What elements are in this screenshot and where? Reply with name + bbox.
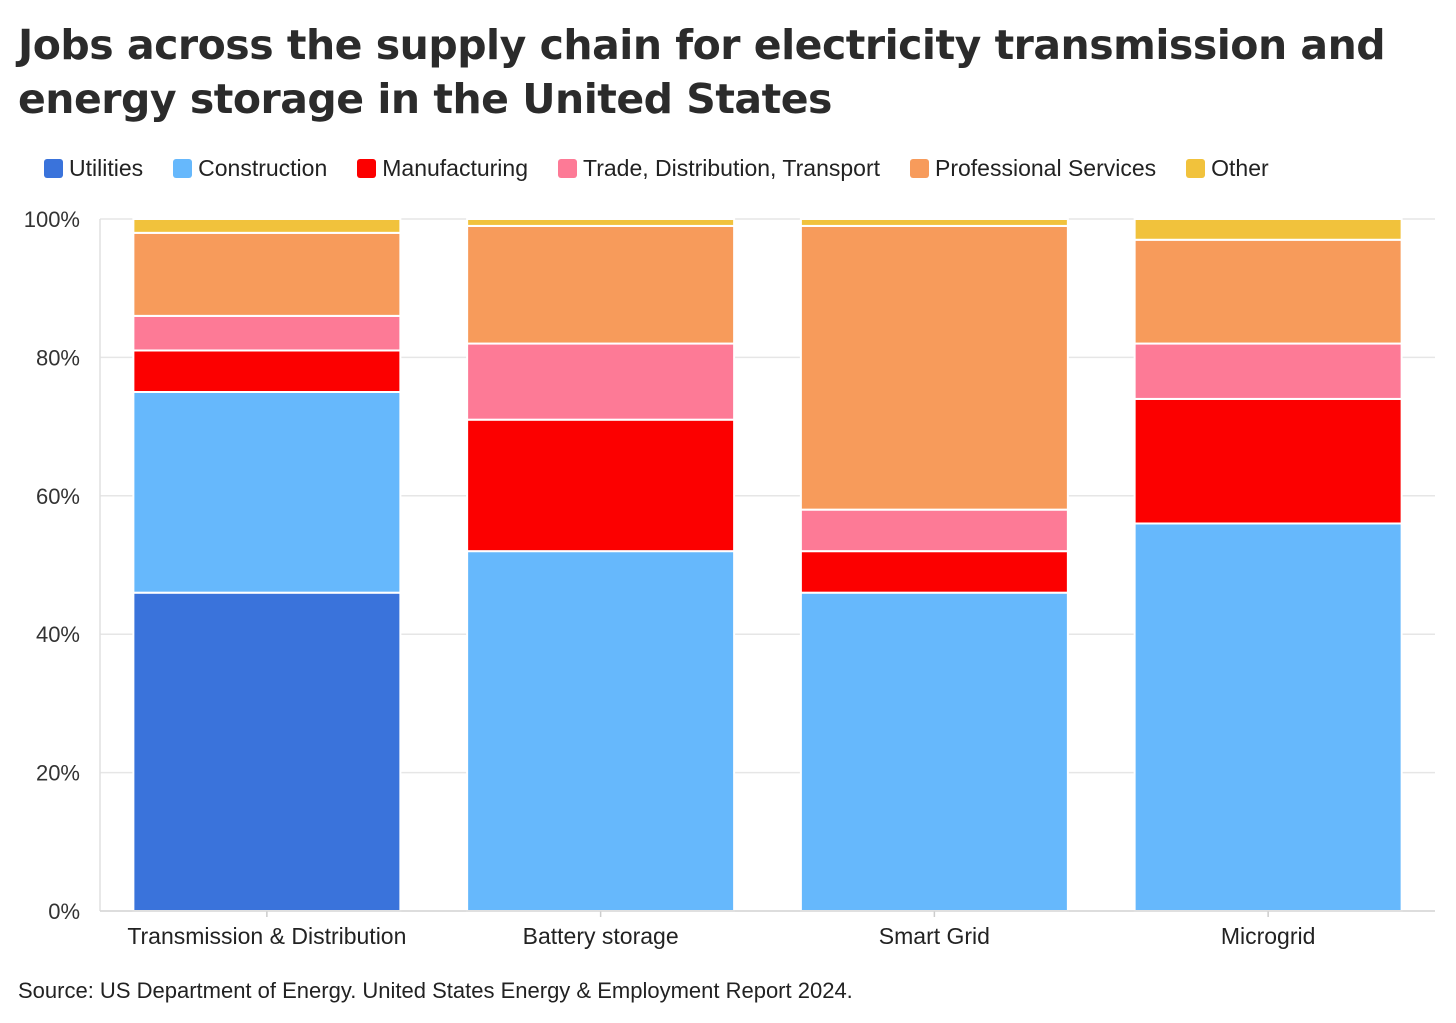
bar-segment-construction — [132, 391, 402, 594]
bar-segment-professional-services — [1133, 238, 1403, 345]
legend-label-other: Other — [1211, 154, 1269, 181]
bar-segment-trade-distribution-transport — [1133, 342, 1403, 400]
legend-swatch-utilities — [44, 158, 63, 178]
bar-segment-utilities — [132, 591, 402, 912]
legend-item-trade: Trade, Distribution, Transport — [558, 155, 880, 182]
legend-swatch-trade — [558, 158, 577, 178]
legend-item-utilities: Utilities — [44, 155, 143, 182]
bar-segment-other — [466, 218, 736, 227]
legend-swatch-manufacturing — [357, 158, 377, 178]
bar-segment-professional-services — [466, 224, 736, 345]
legend-item-construction: Construction — [173, 155, 327, 182]
bar-segment-construction — [466, 550, 736, 912]
bar-segment-trade-distribution-transport — [132, 314, 402, 352]
bar-segment-other — [799, 218, 1069, 227]
bar-segment-other — [1133, 218, 1403, 241]
source-note: Source: US Department of Energy. United … — [18, 978, 853, 1003]
bar-segment-manufacturing — [1133, 397, 1403, 525]
x-tick-label: Transmission & Distribution — [127, 923, 406, 949]
legend-swatch-other — [1186, 158, 1206, 178]
legend-item-professional-services: Professional Services — [910, 155, 1156, 182]
y-tick-label: 60% — [36, 484, 80, 509]
y-tick-label: 40% — [36, 622, 80, 647]
y-tick-label: 0% — [48, 899, 80, 924]
legend-item-other: Other — [1186, 155, 1269, 182]
bar-segment-manufacturing — [132, 349, 402, 393]
x-tick-label: Smart Grid — [879, 923, 990, 949]
legend-item-manufacturing: Manufacturing — [357, 155, 528, 182]
legend: Utilities Construction Manufacturing Tra… — [44, 152, 1299, 184]
stacked-bar-chart: 0% 20% 40% 60% 80% 100% Transmission & Distrib… — [24, 207, 1435, 949]
y-tick-label: 100% — [24, 207, 80, 232]
bar-segment-professional-services — [799, 224, 1069, 511]
legend-swatch-professional-services — [910, 158, 929, 178]
bar-segment-construction — [799, 591, 1069, 912]
legend-label-manufacturing: Manufacturing — [382, 154, 528, 181]
bar-segment-manufacturing — [799, 550, 1069, 594]
bar-segment-construction — [1133, 522, 1403, 912]
bar-segment-trade-distribution-transport — [799, 508, 1069, 553]
y-tick-label: 80% — [36, 345, 80, 370]
x-tick-label: Battery storage — [523, 923, 679, 949]
bar-segment-professional-services — [132, 231, 402, 317]
legend-label-trade: Trade, Distribution, Transport — [583, 154, 880, 181]
legend-label-professional-services: Professional Services — [935, 154, 1157, 181]
y-tick-label: 20% — [36, 761, 80, 786]
x-tick-label: Microgrid — [1221, 923, 1316, 949]
legend-label-construction: Construction — [198, 154, 328, 181]
bar-segment-manufacturing — [466, 418, 736, 553]
chart-title: Jobs across the supply chain for electri… — [18, 21, 1386, 123]
legend-swatch-construction — [173, 158, 193, 178]
legend-label-utilities: Utilities — [69, 154, 144, 181]
bar-segment-other — [132, 218, 402, 234]
bar-segment-trade-distribution-transport — [466, 342, 736, 421]
